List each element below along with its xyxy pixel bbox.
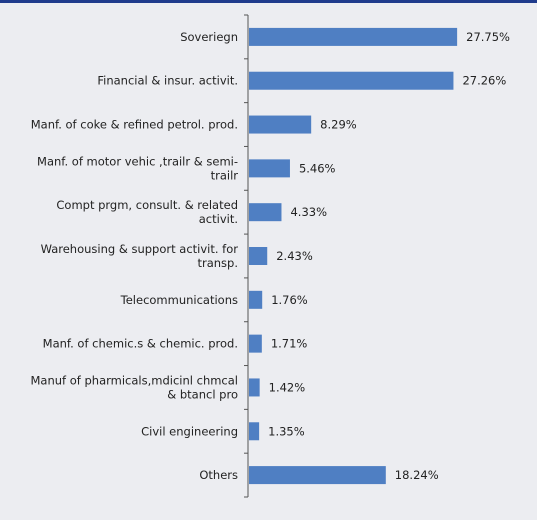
bar-11 (249, 466, 386, 485)
category-label-10: Civil engineering (141, 424, 238, 438)
category-label-line: Manuf of pharmicals,mdicinl chmcal (31, 373, 239, 387)
category-label-line: Civil engineering (141, 424, 238, 438)
category-label-7: Telecommunications (120, 293, 238, 307)
value-label-7: 1.76% (271, 293, 308, 307)
bar-8 (249, 334, 262, 353)
value-label-11: 18.24% (395, 468, 439, 482)
value-label-9: 1.42% (269, 380, 306, 394)
bar-2 (249, 71, 454, 90)
bar-6 (249, 247, 268, 265)
bar-1 (249, 27, 458, 46)
value-label-3: 8.29% (320, 118, 357, 132)
value-label-5: 4.33% (290, 205, 327, 219)
category-label-3: Manf. of coke & refined petrol. prod. (31, 118, 238, 132)
category-label-5: Compt prgm, consult. & related activit. (56, 198, 238, 226)
value-label-2: 27.26% (462, 74, 506, 88)
bar-10 (249, 422, 260, 441)
value-label-6: 2.43% (276, 249, 313, 263)
bar-9 (249, 378, 260, 397)
category-label-line: & btancl pro (167, 387, 238, 401)
category-label-4: Manf. of motor vehic ,trailr & semi-trai… (37, 154, 238, 182)
value-label-8: 1.71% (271, 337, 308, 351)
category-label-1: Soveriegn (180, 30, 238, 44)
category-label-line: Compt prgm, consult. & related (56, 198, 238, 212)
bar-5 (249, 203, 282, 222)
bar-4 (249, 159, 290, 178)
top-rule (0, 0, 537, 3)
category-label-line: transp. (197, 256, 238, 270)
category-label-line: Telecommunications (120, 293, 238, 307)
value-label-1: 27.75% (466, 30, 510, 44)
category-label-8: Manf. of chemic.s & chemic. prod. (43, 337, 238, 351)
bar-7 (249, 290, 263, 309)
category-label-line: Soveriegn (180, 30, 238, 44)
category-label-line: trailr (211, 168, 239, 182)
category-label-6: Warehousing & support activit. for transp… (41, 242, 239, 270)
value-label-10: 1.35% (268, 424, 305, 438)
category-label-line: Manf. of chemic.s & chemic. prod. (43, 337, 238, 351)
category-label-line: Financial & insur. activit. (97, 74, 238, 88)
category-label-line: Manf. of coke & refined petrol. prod. (31, 118, 238, 132)
category-label-line: Manf. of motor vehic ,trailr & semi- (37, 154, 238, 168)
category-label-line: activit. (199, 212, 238, 226)
category-label-line: Others (199, 468, 238, 482)
category-label-9: Manuf of pharmicals,mdicinl chmcal & btan… (31, 373, 239, 401)
category-label-2: Financial & insur. activit. (97, 74, 238, 88)
value-label-4: 5.46% (299, 161, 336, 175)
bar-3 (249, 115, 312, 134)
category-label-11: Others (199, 468, 238, 482)
category-label-line: Warehousing & support activit. for (41, 242, 239, 256)
